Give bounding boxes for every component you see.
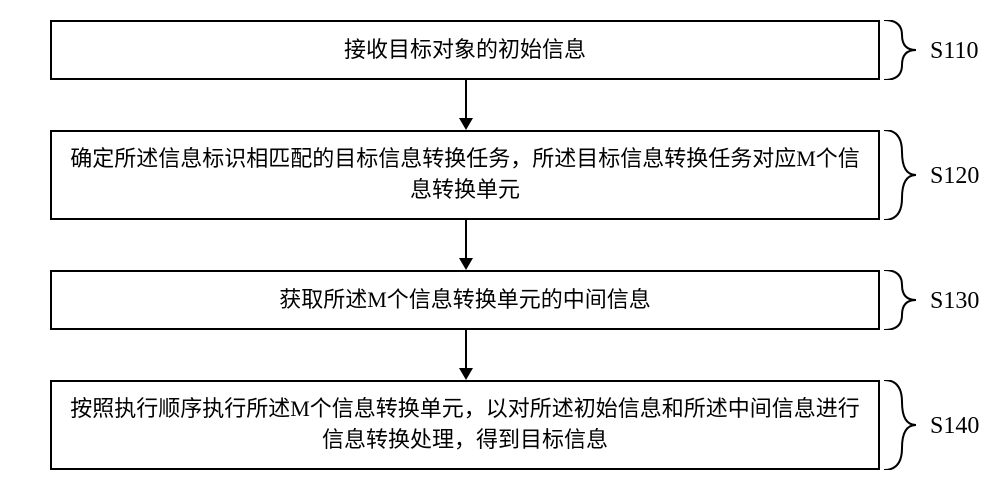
step-label-text: S110: [930, 38, 978, 64]
flow-node-s130: 获取所述M个信息转换单元的中间信息: [50, 270, 880, 330]
arrow-down-icon: [459, 258, 473, 270]
step-label-s140: S140: [930, 413, 979, 440]
flow-node-text: 确定所述信息标识相匹配的目标信息转换任务，所述目标信息转换任务对应M个信息转换单…: [62, 144, 868, 206]
brace-icon: [880, 130, 920, 220]
step-label-text: S120: [930, 163, 979, 189]
flow-node-s120: 确定所述信息标识相匹配的目标信息转换任务，所述目标信息转换任务对应M个信息转换单…: [50, 130, 880, 220]
step-label-text: S140: [930, 413, 979, 439]
brace-icon: [880, 20, 920, 80]
arrow-line-icon: [465, 80, 467, 118]
flowchart-canvas: 接收目标对象的初始信息 确定所述信息标识相匹配的目标信息转换任务，所述目标信息转…: [0, 0, 1000, 500]
flow-node-s110: 接收目标对象的初始信息: [50, 20, 880, 80]
flow-node-s140: 按照执行顺序执行所述M个信息转换单元，以对所述初始信息和所述中间信息进行信息转换…: [50, 380, 880, 470]
flow-node-text: 接收目标对象的初始信息: [344, 35, 586, 66]
brace-icon: [880, 270, 920, 330]
step-label-s130: S130: [930, 288, 979, 315]
arrow-line-icon: [465, 330, 467, 368]
arrow-line-icon: [465, 220, 467, 258]
arrow-down-icon: [459, 118, 473, 130]
brace-icon: [880, 380, 920, 470]
flow-node-text: 获取所述M个信息转换单元的中间信息: [279, 285, 651, 316]
step-label-s110: S110: [930, 38, 978, 65]
arrow-down-icon: [459, 368, 473, 380]
step-label-s120: S120: [930, 163, 979, 190]
step-label-text: S130: [930, 288, 979, 314]
flow-node-text: 按照执行顺序执行所述M个信息转换单元，以对所述初始信息和所述中间信息进行信息转换…: [62, 394, 868, 456]
